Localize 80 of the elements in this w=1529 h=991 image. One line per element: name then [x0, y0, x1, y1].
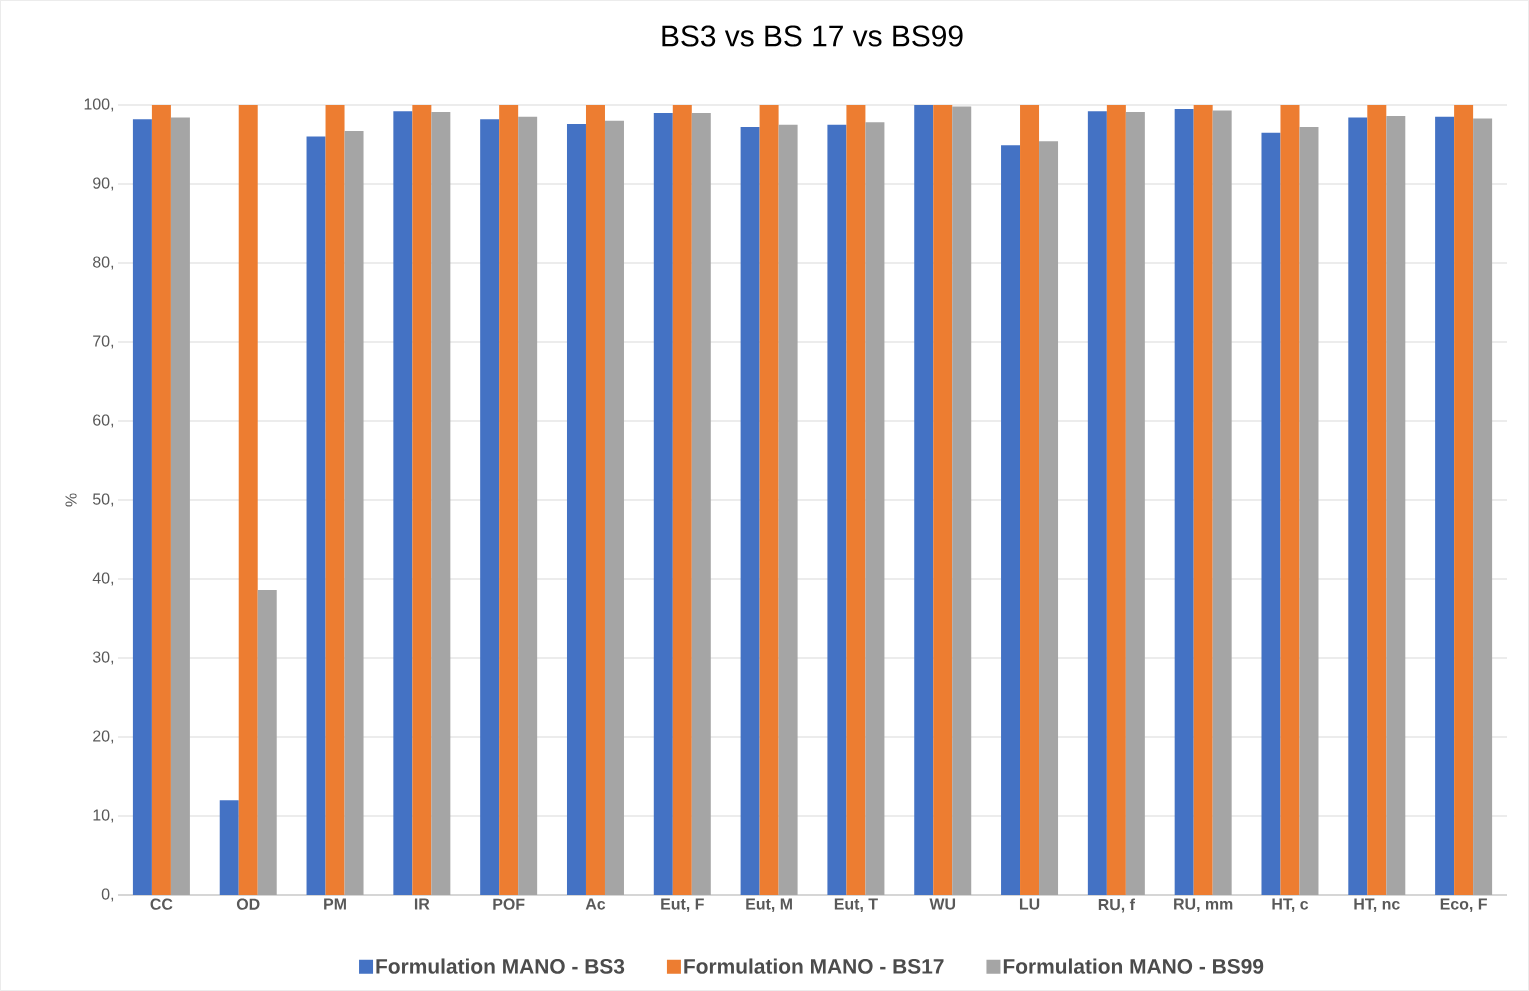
y-tick-label: 0, [101, 888, 114, 902]
bar [431, 112, 451, 895]
y-tick-label: 20, [93, 730, 114, 744]
x-tick-label: IR [414, 898, 430, 910]
bar [827, 124, 847, 895]
bar [1193, 104, 1213, 895]
x-tick-label: Eut, T [834, 898, 878, 912]
bar [1454, 104, 1474, 895]
bar [952, 106, 972, 895]
bar [393, 111, 413, 895]
bar [132, 119, 152, 895]
x-tick-label: HT, nc [1354, 898, 1400, 912]
bar [865, 122, 885, 895]
bar [1212, 110, 1232, 895]
bar [1261, 132, 1281, 895]
bar [604, 120, 624, 895]
x-tick-label: Eco, F [1440, 898, 1487, 912]
bar [480, 119, 500, 895]
y-tick-label: 80, [93, 256, 114, 270]
x-tick-label: CC [150, 898, 173, 910]
legend-label: Formulation MANO - BS17 [684, 958, 944, 974]
bar [740, 127, 760, 895]
bar [778, 124, 798, 895]
bar [759, 104, 779, 895]
x-tick-label: Ac [585, 898, 606, 910]
y-axis-title: % [65, 493, 77, 507]
y-tick-label: 60, [93, 414, 114, 428]
bar [1280, 104, 1300, 895]
bar [1087, 111, 1107, 895]
bar [1299, 127, 1319, 895]
x-tick-label: Eut, M [746, 898, 792, 912]
x-tick-label: OD [236, 898, 260, 910]
x-tick-label: RU, f [1098, 898, 1135, 913]
bar [691, 112, 711, 895]
bar [257, 590, 277, 895]
bar [412, 104, 432, 895]
bar [325, 104, 345, 895]
x-tick-label: POF [493, 898, 525, 910]
y-tick-label: 10, [93, 809, 114, 823]
y-tick-label: 70, [93, 335, 114, 349]
bar [518, 116, 538, 895]
bar [1001, 145, 1021, 895]
x-tick-label: HT, c [1272, 898, 1309, 912]
bar [672, 104, 692, 895]
bar [306, 136, 326, 895]
bar [1039, 141, 1059, 895]
legend-label: Formulation MANO - BS99 [1003, 958, 1264, 974]
y-tick-label: 90, [93, 177, 114, 191]
legend-label: Formulation MANO - BS3 [376, 958, 625, 974]
bar [1367, 104, 1387, 895]
x-tick-label: WU [929, 898, 956, 910]
bar [1020, 104, 1040, 895]
bar [933, 104, 953, 895]
bar [499, 104, 519, 895]
y-tick-label: 50, [92, 493, 114, 507]
x-tick-label: LU [1019, 898, 1040, 910]
chart-title: BS3 vs BS 17 vs BS99 [662, 25, 963, 47]
bar [344, 131, 364, 895]
x-tick-label: Eut, F [661, 898, 704, 912]
bar [238, 104, 258, 895]
bar [1473, 118, 1493, 895]
bar [219, 800, 239, 895]
x-tick-label: PM [324, 898, 346, 910]
y-tick-label: 30, [92, 651, 114, 665]
bar [566, 123, 586, 895]
bar [1348, 117, 1368, 895]
bar [1106, 104, 1126, 895]
x-tick-label: RU, mm [1174, 898, 1233, 912]
bar [914, 104, 934, 895]
bar [1125, 112, 1145, 895]
y-tick-label: 40, [92, 572, 114, 586]
y-tick-label: 100, [84, 98, 114, 112]
bar [846, 104, 866, 895]
bar [151, 104, 171, 895]
bar [653, 112, 673, 895]
bar [1174, 108, 1194, 895]
bar [585, 104, 605, 895]
bar [1386, 116, 1406, 895]
bar [170, 117, 190, 895]
bar [1435, 116, 1455, 895]
